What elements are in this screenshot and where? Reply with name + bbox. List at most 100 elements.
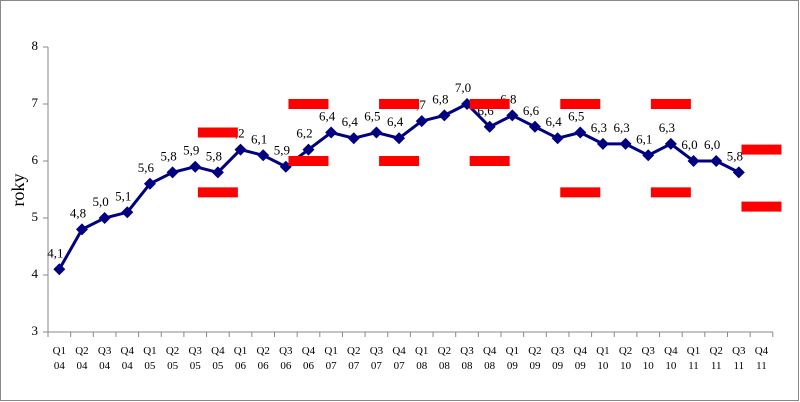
data-label: 6,1 <box>251 131 267 146</box>
x-tick-label: Q3 08 <box>460 345 474 372</box>
data-label: 4,1 <box>47 245 63 260</box>
x-tick-label: Q4 06 <box>301 345 316 372</box>
x-tick-label: Q1 09 <box>505 345 520 372</box>
data-label: 5,0 <box>93 194 109 209</box>
point <box>53 263 66 276</box>
data-label: 7,0 <box>455 80 471 95</box>
y-tick-label: 5 <box>32 209 39 224</box>
range-marker <box>560 99 601 109</box>
x-tick-label: Q1 10 <box>596 345 610 372</box>
y-tick-label: 6 <box>32 152 39 167</box>
range-marker <box>288 99 329 109</box>
x-tick-label: Q4 08 <box>482 345 497 372</box>
point <box>687 155 700 167</box>
x-tick-label: Q1 05 <box>143 345 157 372</box>
data-label: 6,6 <box>523 103 540 118</box>
point <box>393 132 406 145</box>
x-tick-label: Q2 10 <box>618 345 633 372</box>
data-label: 6,3 <box>659 120 675 135</box>
data-label: 6,0 <box>704 137 720 152</box>
range-marker <box>741 144 782 155</box>
data-label: 6,8 <box>432 91 448 106</box>
point <box>664 137 677 150</box>
point <box>483 120 496 133</box>
point <box>234 143 247 156</box>
x-tick-label: Q3 10 <box>641 345 655 372</box>
data-label: 6,0 <box>681 137 697 152</box>
x-tick-label: Q2 04 <box>75 345 89 372</box>
point <box>642 149 655 162</box>
x-tick-label: Q4 05 <box>211 345 225 372</box>
data-label: 5,9 <box>274 143 290 158</box>
point <box>551 132 564 145</box>
x-tick-label: Q2 07 <box>347 345 361 372</box>
data-label: 5,8 <box>160 148 176 163</box>
data-label: 4,8 <box>70 205 86 220</box>
point <box>302 143 315 156</box>
point <box>325 126 338 139</box>
point <box>143 177 156 190</box>
data-label: 6,5 <box>568 108 584 123</box>
range-marker <box>650 187 691 198</box>
x-tick-label: Q2 08 <box>437 345 452 372</box>
x-tick-label: Q4 07 <box>392 345 406 372</box>
data-label: 6,2 <box>296 126 312 141</box>
point <box>619 137 632 150</box>
x-tick-label: Q1 08 <box>414 345 429 372</box>
y-tick-label: 7 <box>32 95 39 110</box>
point <box>528 120 541 133</box>
data-label: 6,3 <box>591 120 607 135</box>
range-marker <box>379 156 420 166</box>
range-marker <box>560 187 601 198</box>
point <box>257 149 270 162</box>
point <box>98 212 111 224</box>
x-tick-label: Q4 10 <box>664 345 678 372</box>
point <box>189 160 202 173</box>
point <box>506 109 519 122</box>
x-tick-label: Q3 09 <box>550 345 565 372</box>
data-label: 5,9 <box>183 143 199 158</box>
data-label: 6,5 <box>364 108 380 123</box>
x-tick-label: Q1 07 <box>324 345 338 372</box>
point <box>347 132 360 145</box>
point <box>415 115 428 128</box>
point <box>596 137 609 150</box>
x-tick-label: Q1 11 <box>686 345 701 372</box>
x-tick-label: Q2 09 <box>528 345 542 372</box>
data-label: 6,4 <box>319 108 336 123</box>
y-tick-label: 3 <box>32 323 39 338</box>
x-tick-label: Q2 05 <box>165 345 180 372</box>
data-label: 6,4 <box>342 114 359 129</box>
range-marker <box>469 99 510 109</box>
x-tick-label: Q4 04 <box>120 345 134 372</box>
point <box>75 223 88 236</box>
point <box>370 126 383 139</box>
y-tick-label: 8 <box>32 38 39 53</box>
point <box>166 166 179 179</box>
x-tick-label: Q3 06 <box>279 345 293 372</box>
range-marker <box>741 201 782 212</box>
range-marker <box>197 187 238 198</box>
point <box>574 126 587 139</box>
data-label: 6,1 <box>636 131 652 146</box>
x-tick-label: Q3 04 <box>97 345 112 372</box>
x-tick-label: Q1 06 <box>233 345 248 372</box>
x-tick-label: Q3 05 <box>188 345 202 372</box>
x-tick-label: Q2 06 <box>256 345 270 372</box>
data-label: 5,8 <box>727 148 743 163</box>
x-tick-label: Q3 11 <box>732 345 746 372</box>
range-marker <box>197 127 238 138</box>
x-tick-label: Q4 11 <box>754 345 769 372</box>
data-label: 5,6 <box>138 160 155 175</box>
range-marker <box>650 99 691 109</box>
x-tick-label: Q4 09 <box>573 345 587 372</box>
point <box>732 166 745 179</box>
y-tick-label: 4 <box>32 266 39 281</box>
data-label: 6,4 <box>546 114 563 129</box>
data-label: 5,8 <box>206 148 222 163</box>
x-tick-label: Q3 07 <box>369 345 384 372</box>
range-marker <box>379 99 420 109</box>
range-marker <box>469 156 510 166</box>
